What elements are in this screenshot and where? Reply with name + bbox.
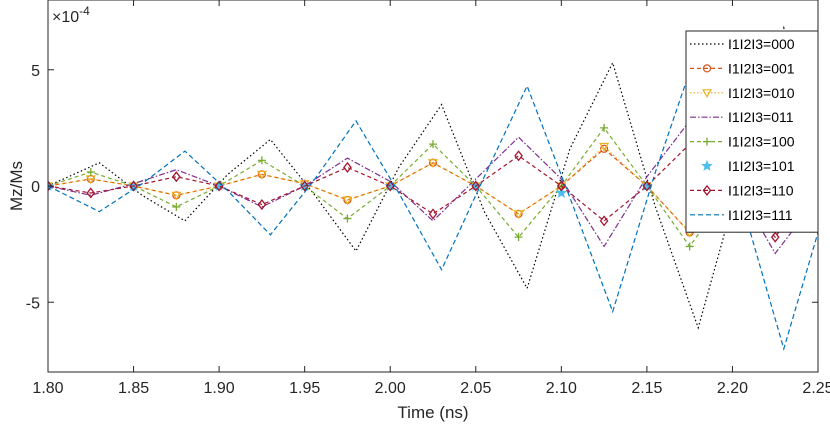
- legend-label: I1I2I3=100: [728, 134, 795, 150]
- x-tick-label: 2.20: [717, 380, 748, 397]
- data-point: [557, 180, 566, 192]
- x-tick-label: 2.00: [375, 380, 406, 397]
- data-point: [555, 186, 568, 198]
- data-point: [514, 233, 523, 242]
- y-axis-label: Mz/Ms: [7, 161, 26, 211]
- data-point: [172, 202, 181, 211]
- x-tick-label: 2.10: [546, 380, 577, 397]
- y-tick-label: 5: [31, 63, 40, 80]
- legend-label: I1I2I3=000: [728, 36, 795, 52]
- x-tick-label: 2.25: [802, 380, 830, 397]
- data-point: [770, 231, 780, 243]
- data-point: [343, 161, 352, 173]
- series-I1I2I3=111: [48, 44, 818, 351]
- data-point: [385, 180, 395, 192]
- data-point: [86, 187, 96, 199]
- data-point: [48, 180, 53, 192]
- data-point: [257, 199, 267, 211]
- y-tick-label: -5: [26, 295, 40, 312]
- data-point: [171, 191, 182, 201]
- exponent-label: ×10-4: [52, 4, 90, 26]
- legend-label: I1I2I3=010: [728, 85, 795, 101]
- data-point: [685, 242, 694, 251]
- x-tick-label: 1.80: [32, 380, 63, 397]
- data-point: [514, 150, 523, 162]
- x-tick-label: 2.15: [631, 380, 662, 397]
- data-point: [213, 179, 225, 191]
- legend-item: I1I2I3=111: [690, 207, 793, 223]
- legend-item: I1I2I3=101: [701, 158, 795, 174]
- data-point: [172, 171, 181, 183]
- series-line: [48, 25, 818, 330]
- legend-item: I1I2I3=010: [690, 85, 795, 101]
- legend-marker: [701, 159, 713, 171]
- data-point: [300, 180, 309, 192]
- legend-item: I1I2I3=110: [690, 182, 794, 198]
- data-point: [642, 180, 652, 192]
- data-point: [600, 123, 609, 132]
- legend-item: I1I2I3=100: [690, 134, 795, 150]
- data-point: [86, 168, 95, 177]
- data-point: [599, 215, 609, 227]
- legend-marker: [702, 184, 712, 196]
- exponent-base: ×10: [52, 9, 79, 26]
- legend-marker: [702, 64, 712, 73]
- data-point: [513, 210, 524, 220]
- data-point: [600, 144, 609, 153]
- legend: I1I2I3=000 I1I2I3=001 I1I2I3=010 I1I2I3=011…: [685, 30, 819, 233]
- x-axis-label: Time (ns): [397, 403, 468, 422]
- data-point: [599, 142, 610, 152]
- legend-item: I1I2I3=001: [690, 60, 795, 76]
- x-tick-label: 1.90: [204, 380, 235, 397]
- data-point: [428, 208, 438, 220]
- series-line: [48, 44, 818, 351]
- data-point: [429, 140, 437, 149]
- x-tick-label: 1.85: [118, 380, 149, 397]
- legend-label: I1I2I3=001: [728, 60, 795, 76]
- legend-label: I1I2I3=111: [728, 207, 793, 223]
- legend-marker: [701, 89, 713, 99]
- x-tick-label: 1.95: [289, 380, 320, 397]
- y-tick-label: 0: [31, 179, 40, 196]
- axis-layer: 1.80 1.85 1.90 1.95 2.00 2.05 2.10 2.15 2.20 2.25…: [26, 0, 830, 397]
- data-point: [256, 170, 267, 180]
- legend-label: I1I2I3=101: [728, 158, 795, 174]
- legend-item: I1I2I3=000: [690, 36, 795, 52]
- legend-item: I1I2I3=011: [690, 109, 794, 125]
- data-point: [427, 159, 439, 168]
- series-I1I2I3=000: [48, 25, 818, 330]
- legend-label: I1I2I3=110: [728, 182, 794, 198]
- x-tick-label: 2.05: [460, 380, 491, 397]
- data-point: [342, 196, 353, 206]
- data-point: [641, 179, 653, 191]
- legend-label: I1I2I3=011: [728, 109, 794, 125]
- legend-marker: [703, 137, 711, 146]
- data-point: [257, 156, 266, 165]
- exponent-power: -4: [79, 4, 90, 18]
- data-point: [129, 180, 138, 192]
- data-point: [471, 180, 481, 192]
- data-point: [343, 214, 352, 223]
